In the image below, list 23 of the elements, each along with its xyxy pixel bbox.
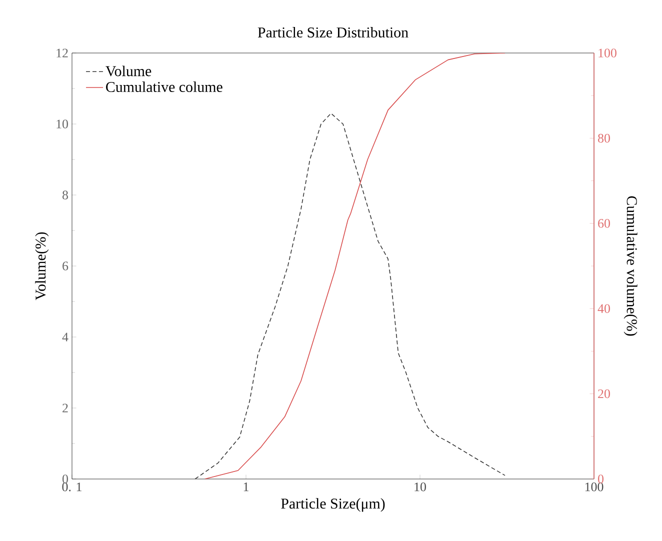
x-axis-title: Particle Size(μm) — [281, 498, 385, 512]
x-tick-label: 10 — [414, 482, 426, 492]
y2-tick-label: 80 — [598, 134, 610, 143]
x-tick-label: 1 — [244, 482, 248, 492]
y2-tick-label: 0 — [598, 474, 604, 484]
y-tick-label: 10 — [56, 120, 68, 128]
x-tick-label: 0. 1 — [62, 482, 82, 492]
y2-tick-label: 60 — [598, 219, 610, 228]
y-tick-label: 4 — [62, 332, 68, 342]
y-tick-label: 0 — [62, 474, 68, 484]
x-tick-label: 100 — [585, 482, 604, 492]
legend-label: Volume — [106, 66, 152, 76]
y-tick-label: 8 — [62, 190, 68, 200]
legend-label: Cumulative colume — [106, 82, 222, 92]
y2-tick-label: 20 — [598, 389, 610, 398]
y-tick-label: 2 — [62, 404, 68, 412]
y-axis-title: Volume(%) — [35, 232, 49, 300]
y2-axis-title: Cumulative volume(%) — [624, 196, 638, 336]
y-tick-label: 6 — [62, 262, 68, 270]
y2-tick-label: 40 — [598, 304, 610, 313]
y-tick-label: 12 — [56, 48, 68, 58]
chart-title: Particle Size Distribution — [258, 26, 408, 38]
y2-tick-label: 100 — [598, 48, 616, 58]
